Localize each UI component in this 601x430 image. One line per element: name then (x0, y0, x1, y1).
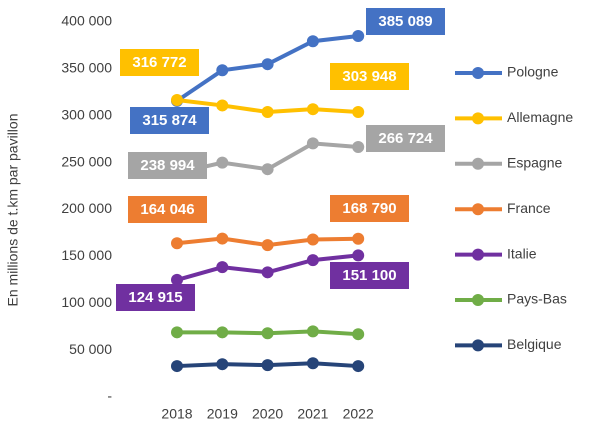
x-tick-label: 2020 (252, 406, 283, 422)
value-label: 164 046 (140, 201, 194, 218)
value-label: 315 874 (142, 112, 197, 129)
point (171, 94, 183, 107)
legend-marker (472, 157, 484, 170)
y-tick-label: 350 000 (61, 60, 112, 76)
value-label: 316 772 (132, 54, 186, 71)
point (352, 249, 365, 262)
value-label: 266 724 (378, 130, 433, 147)
point (306, 325, 319, 338)
point (261, 359, 274, 372)
legend-label: Espagne (507, 155, 562, 171)
value-label-box (366, 8, 445, 35)
point (261, 239, 274, 252)
point (216, 64, 229, 77)
point (306, 254, 319, 267)
legend-label: Italie (507, 245, 537, 261)
legend-label: Pays-Bas (507, 291, 567, 307)
point (306, 137, 319, 150)
legend-marker (472, 294, 484, 306)
point (216, 326, 229, 339)
y-tick-label: 300 000 (61, 106, 112, 122)
legend-label: France (507, 200, 551, 216)
legend-marker (472, 112, 484, 125)
value-label: 151 100 (342, 267, 396, 284)
point (171, 326, 183, 339)
point (216, 99, 229, 112)
y-tick-label: 100 000 (61, 294, 112, 310)
value-label-box (366, 125, 445, 152)
value-label-box (130, 107, 209, 134)
point (171, 237, 183, 250)
point (216, 232, 229, 245)
point (352, 328, 365, 341)
value-label: 168 790 (342, 200, 396, 217)
point (352, 360, 365, 373)
legend-label: Allemagne (507, 109, 573, 125)
x-tick-label: 2018 (161, 406, 192, 422)
value-label-box (128, 196, 207, 223)
point (216, 261, 229, 274)
x-tick-label: 2019 (207, 406, 238, 422)
y-axis-label: En millions de t.km par pavillon (5, 114, 21, 307)
y-tick-label: 200 000 (61, 200, 112, 216)
x-tick-label: 2021 (297, 406, 328, 422)
point (306, 233, 319, 246)
point (352, 232, 365, 245)
legend-marker (472, 339, 484, 352)
y-tick-label: 250 000 (61, 153, 112, 169)
legend-label: Belgique (507, 336, 562, 352)
value-label: 385 089 (378, 13, 432, 30)
value-label-box (120, 49, 199, 76)
point (352, 29, 365, 42)
point (171, 273, 183, 286)
point (261, 266, 274, 279)
value-label: 124 915 (128, 289, 182, 306)
point (306, 103, 319, 116)
point (171, 360, 183, 373)
point (352, 140, 365, 153)
value-label-box (330, 63, 409, 90)
legend-marker (472, 67, 484, 79)
point (306, 357, 319, 370)
legend-marker (472, 203, 484, 216)
value-label-box (116, 284, 195, 311)
value-label-box (330, 195, 409, 222)
value-label-box (128, 152, 207, 179)
point (352, 106, 365, 119)
x-tick-label: 2022 (343, 406, 374, 422)
y-tick-label: 50 000 (69, 341, 112, 357)
value-label: 238 994 (140, 157, 195, 174)
point (261, 58, 274, 71)
point (216, 156, 229, 169)
y-tick-label: - (107, 388, 112, 404)
point (261, 163, 274, 176)
y-tick-label: 400 000 (61, 13, 112, 29)
point (216, 358, 229, 371)
point (261, 327, 274, 340)
point (306, 35, 319, 48)
legend-marker (472, 248, 484, 261)
legend-label: Pologne (507, 64, 559, 80)
value-label: 303 948 (342, 68, 396, 85)
y-tick-label: 150 000 (61, 247, 112, 263)
value-label-box (330, 262, 409, 289)
point (261, 106, 274, 118)
